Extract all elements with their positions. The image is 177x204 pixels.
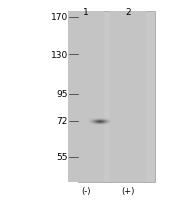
Text: (+): (+) <box>121 186 135 195</box>
Text: 55: 55 <box>56 153 68 162</box>
Text: 2: 2 <box>125 8 131 17</box>
Text: 1: 1 <box>83 8 89 17</box>
Text: (-): (-) <box>81 186 91 195</box>
Text: 130: 130 <box>51 50 68 59</box>
Text: 170: 170 <box>51 13 68 22</box>
Bar <box>68 12 104 182</box>
Bar <box>78 12 155 182</box>
Bar <box>110 12 146 182</box>
Text: 72: 72 <box>57 117 68 126</box>
Text: 95: 95 <box>56 90 68 99</box>
